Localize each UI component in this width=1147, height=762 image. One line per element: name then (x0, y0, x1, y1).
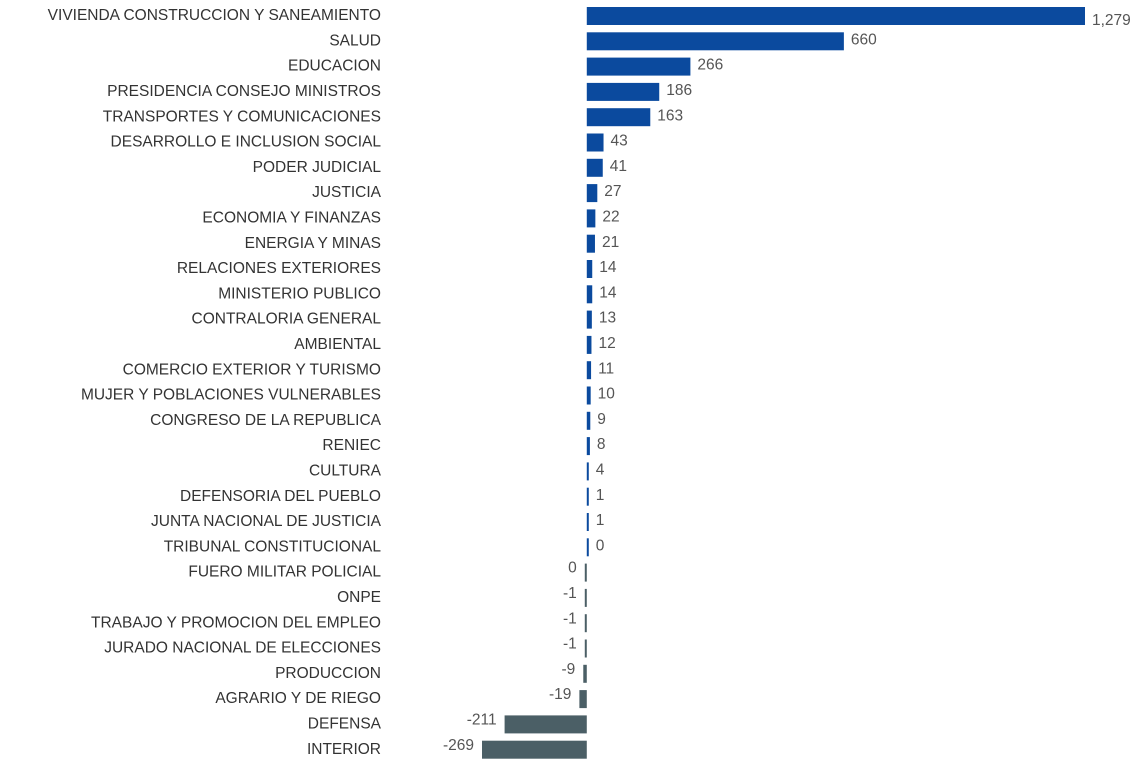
bar (586, 82, 660, 101)
bar (586, 133, 604, 152)
bar (586, 285, 593, 304)
bar (504, 715, 587, 734)
category-label: DEFENSORIA DEL PUEBLO (180, 488, 381, 505)
value-label: 27 (604, 183, 621, 200)
value-label: -1 (563, 636, 577, 653)
category-label: RENIEC (322, 437, 381, 454)
value-label: 10 (598, 386, 616, 403)
value-label: 1 (596, 487, 605, 504)
category-label: COMERCIO EXTERIOR Y TURISMO (123, 361, 381, 378)
category-label: RELACIONES EXTERIORES (177, 260, 381, 277)
category-label: MINISTERIO PUBLICO (218, 285, 381, 302)
value-label: 4 (596, 461, 605, 478)
bar (586, 108, 651, 127)
bar (586, 361, 592, 380)
value-label: -19 (549, 686, 571, 703)
category-label: INTERIOR (307, 741, 381, 758)
category-label: TRABAJO Y PROMOCION DEL EMPLEO (91, 614, 381, 631)
category-label: FUERO MILITAR POLICIAL (188, 564, 381, 581)
category-label: CONGRESO DE LA REPUBLICA (150, 412, 382, 429)
bar (586, 7, 1085, 25)
value-label: 0 (568, 560, 577, 577)
category-label: ONPE (337, 589, 381, 606)
bar (586, 260, 593, 278)
value-label: 186 (666, 82, 692, 99)
value-label: 8 (597, 436, 606, 453)
bar (586, 386, 591, 405)
value-label: 21 (602, 234, 619, 251)
value-label: 14 (599, 259, 617, 276)
value-label: 22 (602, 208, 619, 225)
bar (579, 690, 587, 709)
category-label: CONTRALORIA GENERAL (192, 311, 382, 328)
bar (586, 487, 589, 506)
category-label: JURADO NACIONAL DE ELECCIONES (104, 640, 381, 657)
category-label: PRODUCCION (275, 665, 381, 682)
bar (584, 563, 587, 582)
value-label: -211 (467, 711, 497, 728)
category-label: VIVIENDA CONSTRUCCION Y SANEAMIENTO (48, 7, 381, 24)
value-label: -9 (561, 661, 575, 678)
value-label: 1,279 (1092, 12, 1131, 29)
value-label: 43 (611, 133, 628, 150)
bar (586, 209, 596, 228)
bar (586, 184, 598, 203)
category-label: MUJER Y POBLACIONES VULNERABLES (81, 387, 381, 404)
bar (586, 57, 691, 76)
bar (586, 462, 589, 481)
value-label: 1 (596, 512, 605, 529)
bar (586, 335, 592, 354)
category-label: SALUD (329, 32, 381, 49)
value-label: 11 (598, 360, 614, 377)
bar (584, 639, 587, 658)
category-label: JUSTICIA (312, 184, 382, 201)
value-label: 163 (657, 107, 683, 124)
category-label: DESARROLLO E INCLUSION SOCIAL (111, 134, 382, 151)
bar (586, 234, 595, 253)
bar (586, 513, 589, 531)
category-label: TRIBUNAL CONSTITUCIONAL (164, 538, 382, 555)
category-label: TRANSPORTES Y COMUNICACIONES (103, 108, 381, 125)
value-label: 9 (597, 411, 606, 428)
category-label: PRESIDENCIA CONSEJO MINISTROS (107, 83, 381, 100)
bar (586, 310, 592, 329)
bar (586, 411, 591, 430)
category-label: CULTURA (309, 462, 382, 479)
value-label: 0 (596, 537, 605, 554)
bar (586, 538, 589, 557)
bar (586, 32, 844, 51)
value-label: -1 (563, 585, 577, 602)
category-label: AMBIENTAL (294, 336, 381, 353)
value-label: 12 (598, 335, 615, 352)
bar (586, 437, 590, 456)
bar (583, 664, 587, 683)
category-label: AGRARIO Y DE RIEGO (215, 690, 381, 707)
value-label: 41 (610, 158, 627, 175)
value-label: -1 (563, 610, 577, 627)
value-label: 660 (851, 31, 877, 48)
value-label: 14 (599, 284, 617, 301)
category-label: ECONOMIA Y FINANZAS (202, 209, 381, 226)
bar (482, 740, 587, 759)
bar (584, 588, 587, 607)
value-label: 13 (599, 310, 616, 327)
bar (584, 614, 587, 633)
category-label: PODER JUDICIAL (253, 159, 382, 176)
value-label: -269 (443, 737, 474, 754)
category-label: JUNTA NACIONAL DE JUSTICIA (151, 513, 382, 530)
category-label: DEFENSA (308, 715, 382, 732)
category-label: EDUCACION (288, 58, 381, 75)
bar (586, 158, 603, 177)
category-label: ENERGIA Y MINAS (245, 235, 381, 252)
value-label: 266 (697, 57, 723, 74)
